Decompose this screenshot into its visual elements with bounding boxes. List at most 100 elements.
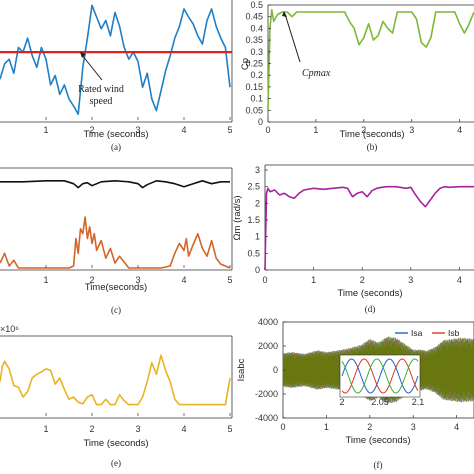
y-axis-label: Ωm (rad/s) — [232, 195, 243, 240]
caption: (a) — [111, 142, 121, 152]
series-line-1 — [0, 4, 231, 115]
x-axis-label: Time (seconds) — [83, 438, 148, 449]
x-tick-labels: 0 1 2 3 4 — [265, 119, 462, 135]
annotation-line-2: speed — [90, 96, 113, 107]
annotation-arrow — [81, 54, 103, 81]
y-tick-label: 0.05 — [245, 105, 263, 115]
x-tick-labels: 1 2 3 4 5 — [43, 413, 233, 434]
y-axis-label: Cp — [240, 58, 251, 70]
arrow-head — [80, 52, 86, 58]
y-tick-label: 0.3 — [250, 47, 263, 57]
y-tick-label: 1 — [255, 232, 260, 242]
x-tick-label: 3 — [135, 125, 140, 135]
y-tick-labels: 0 0.050.1 0.15 0.20.25 0.3 0.35 0.40.45 0.5 — [245, 0, 271, 127]
x-tick-label: 2 — [360, 275, 365, 285]
panel-e: ×10⁶ 1 2 3 4 5 Time (seconds) (e) — [0, 324, 233, 468]
caption: (b) — [367, 142, 378, 152]
inset-x-tick-label: 2 — [339, 397, 344, 407]
y-tick-label: 0.4 — [250, 23, 263, 33]
panel-a: Rated wind speed 1 2 3 4 5 Time (seconds) (a… — [0, 0, 233, 152]
y-tick-label: 0 — [255, 265, 260, 275]
y-tick-label: 0 — [258, 117, 263, 127]
x-tick-label: 4 — [457, 275, 462, 285]
x-tick-label: 4 — [181, 275, 186, 285]
series-group — [267, 8, 474, 111]
x-tick-label: 2 — [89, 125, 94, 135]
x-tick-label: 2 — [367, 422, 372, 432]
x-axis-label: Time (seconds) — [345, 435, 410, 446]
caption: (c) — [111, 305, 121, 315]
x-tick-label: 4 — [181, 424, 186, 434]
x-axis-label: Time (seconds) — [339, 129, 404, 140]
x-tick-label: 3 — [135, 275, 140, 285]
legend: Isa Isb — [395, 328, 460, 338]
y-tick-label: 0.15 — [245, 82, 263, 92]
series-line-1 — [267, 8, 474, 111]
x-tick-label: 1 — [313, 125, 318, 135]
y-tick-label: 0.2 — [250, 70, 263, 80]
x-tick-label: 2 — [89, 275, 94, 285]
inset-plot: 2 2.05 2.1 — [339, 354, 424, 407]
x-tick-label: 5 — [227, 424, 232, 434]
x-tick-label: 1 — [43, 275, 48, 285]
x-tick-labels: 1 2 3 4 5 — [43, 117, 233, 135]
annotation-arrow — [284, 13, 301, 63]
series-group — [264, 185, 474, 271]
caption: (d) — [365, 304, 376, 314]
y-tick-label: 0.5 — [250, 0, 263, 10]
y-tick-label: -2000 — [255, 389, 278, 399]
arrow-head — [282, 11, 287, 17]
y-axis-label: Isabc — [236, 358, 247, 381]
y-tick-labels: -4000 -2000 0 2000 4000 — [255, 317, 286, 423]
annotation-line-1: Rated wind — [78, 84, 124, 95]
x-tick-label: 4 — [181, 125, 186, 135]
x-axis-label: Time (seconds) — [337, 288, 402, 299]
y-tick-label: 2 — [255, 198, 260, 208]
series-line-1 — [264, 185, 474, 271]
inset-series-group — [341, 358, 419, 394]
y-tick-label: 1.5 — [247, 215, 260, 225]
x-tick-label: 5 — [227, 275, 232, 285]
series-group — [0, 4, 231, 115]
x-tick-label: 1 — [43, 125, 48, 135]
series-line-2 — [0, 216, 231, 269]
inset-phase-line-1 — [341, 358, 419, 394]
y-tick-label: 0.45 — [245, 12, 263, 22]
x-tick-label: 1 — [324, 422, 329, 432]
y-tick-label: 0.1 — [250, 94, 263, 104]
y-tick-label: 0.25 — [245, 59, 263, 69]
caption: (f) — [374, 460, 383, 470]
x-tick-labels: 0 1 2 3 4 — [262, 267, 462, 285]
inset-phase-line-2 — [341, 358, 419, 394]
y-tick-label: 3 — [255, 165, 260, 175]
x-tick-label: 0 — [280, 422, 285, 432]
y-tick-label: 0 — [273, 365, 278, 375]
series-line-1 — [0, 180, 230, 189]
series-line-1 — [0, 354, 231, 406]
x-tick-label: 1 — [43, 424, 48, 434]
x-tick-labels: 0 1 2 3 4 — [280, 415, 459, 432]
x-tick-label: 4 — [457, 125, 462, 135]
x-tick-label: 0 — [262, 275, 267, 285]
x-tick-label: 4 — [454, 422, 459, 432]
y-tick-label: 2.5 — [247, 182, 260, 192]
caption: (e) — [111, 458, 121, 468]
panel-c: 1 2 3 4 5 Time(seconds) (c) — [0, 167, 233, 315]
x-axis-label: Time(seconds) — [85, 282, 147, 293]
legend-label-isb: Isb — [448, 328, 460, 338]
y-tick-label: 0.35 — [245, 35, 263, 45]
x-axis-label: Time (seconds) — [83, 129, 148, 140]
x-tick-label: 3 — [408, 275, 413, 285]
y-tick-label: 0.5 — [247, 248, 260, 258]
x-tick-labels: 1 2 3 4 5 — [43, 265, 233, 285]
phase-current-line-4 — [282, 336, 474, 403]
x-tick-label: 1 — [311, 275, 316, 285]
y-tick-labels: 0 0.5 1 1.5 2 2.5 3 — [247, 165, 268, 275]
exponent-label: ×10⁶ — [0, 324, 19, 334]
inset-x-tick-label: 2.05 — [371, 397, 389, 407]
x-tick-label: 3 — [135, 424, 140, 434]
panel-d: 0 0.5 1 1.5 2 2.5 3 0 1 2 3 4 Ωm (rad/s) Time (sec… — [232, 164, 474, 314]
